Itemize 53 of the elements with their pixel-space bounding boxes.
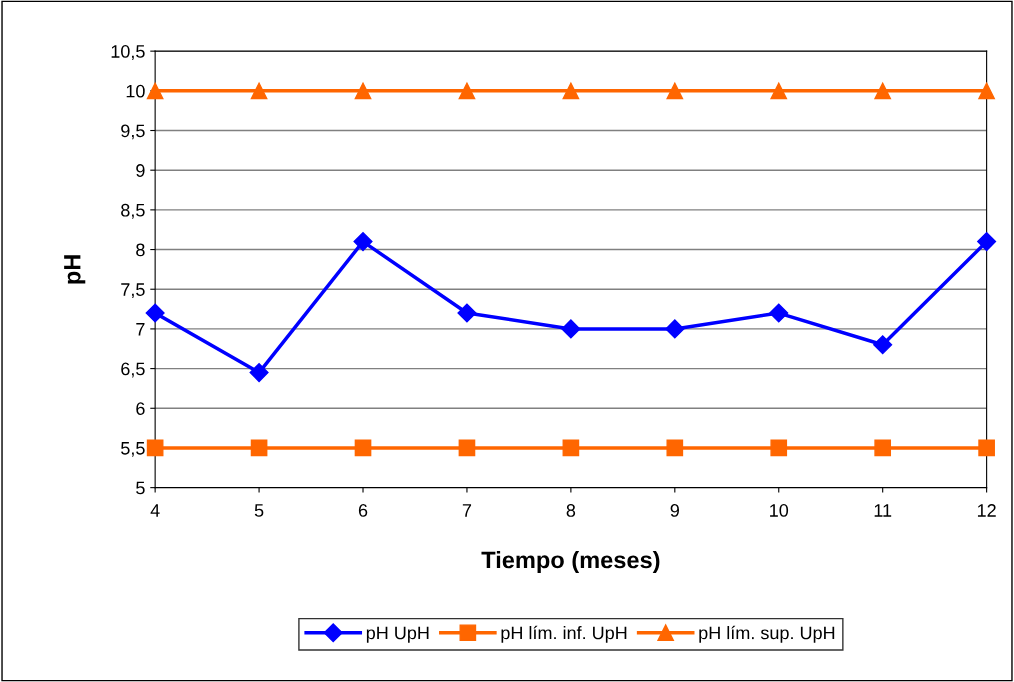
y-tick-label: 10 — [126, 84, 145, 98]
point — [458, 439, 476, 457]
point — [249, 363, 269, 383]
y-tick-label: 10,5 — [111, 45, 145, 60]
point — [145, 303, 165, 323]
x-tick-label: 4 — [150, 504, 160, 517]
x-tick-label: 8 — [566, 504, 576, 517]
point — [769, 303, 789, 323]
y-tick-label: 6,5 — [121, 362, 145, 378]
point — [874, 439, 892, 457]
y-tick-label: 8 — [136, 243, 145, 257]
point — [562, 439, 580, 457]
point — [146, 439, 164, 457]
y-tick-label: 6 — [136, 402, 145, 415]
y-tick-label: 8,5 — [121, 203, 145, 219]
y-tick-label: 7 — [136, 323, 145, 336]
legend-label: pH lím. inf. UpH — [501, 625, 627, 643]
y-tick-label: 9 — [136, 164, 145, 177]
point — [873, 335, 893, 355]
x-tick-label: 5 — [254, 504, 264, 517]
point — [770, 82, 788, 100]
point — [562, 82, 580, 100]
point — [250, 439, 268, 457]
x-tick-label: 12 — [977, 504, 996, 517]
point — [146, 82, 164, 100]
x-tick-label: 9 — [670, 504, 679, 517]
y-tick-label: 5,5 — [121, 442, 145, 457]
point — [978, 439, 995, 457]
point — [250, 82, 268, 100]
legend-label: pH UpH — [366, 626, 429, 643]
point — [457, 303, 477, 323]
y-tick-label: 9,5 — [121, 124, 145, 140]
point — [354, 82, 372, 100]
point — [666, 439, 684, 457]
point — [561, 319, 581, 339]
point — [665, 319, 685, 339]
point — [770, 439, 788, 457]
y-tick-label: 5 — [136, 481, 145, 495]
x-tick-label: 6 — [358, 504, 368, 517]
legend-label: pH lím. sup. UpH — [699, 625, 835, 643]
x-tick-label: 11 — [874, 504, 892, 517]
point — [458, 82, 476, 100]
x-tick-label: 7 — [462, 504, 472, 517]
y-axis-title: pH — [64, 255, 86, 284]
point — [353, 232, 373, 252]
x-tick-label: 10 — [770, 504, 789, 517]
point — [354, 439, 372, 457]
x-axis-title: Tiempo (meses) — [481, 550, 660, 573]
point — [666, 82, 684, 100]
y-tick-label: 7,5 — [121, 283, 145, 299]
point — [978, 82, 995, 100]
point — [977, 232, 997, 252]
point — [874, 82, 892, 100]
